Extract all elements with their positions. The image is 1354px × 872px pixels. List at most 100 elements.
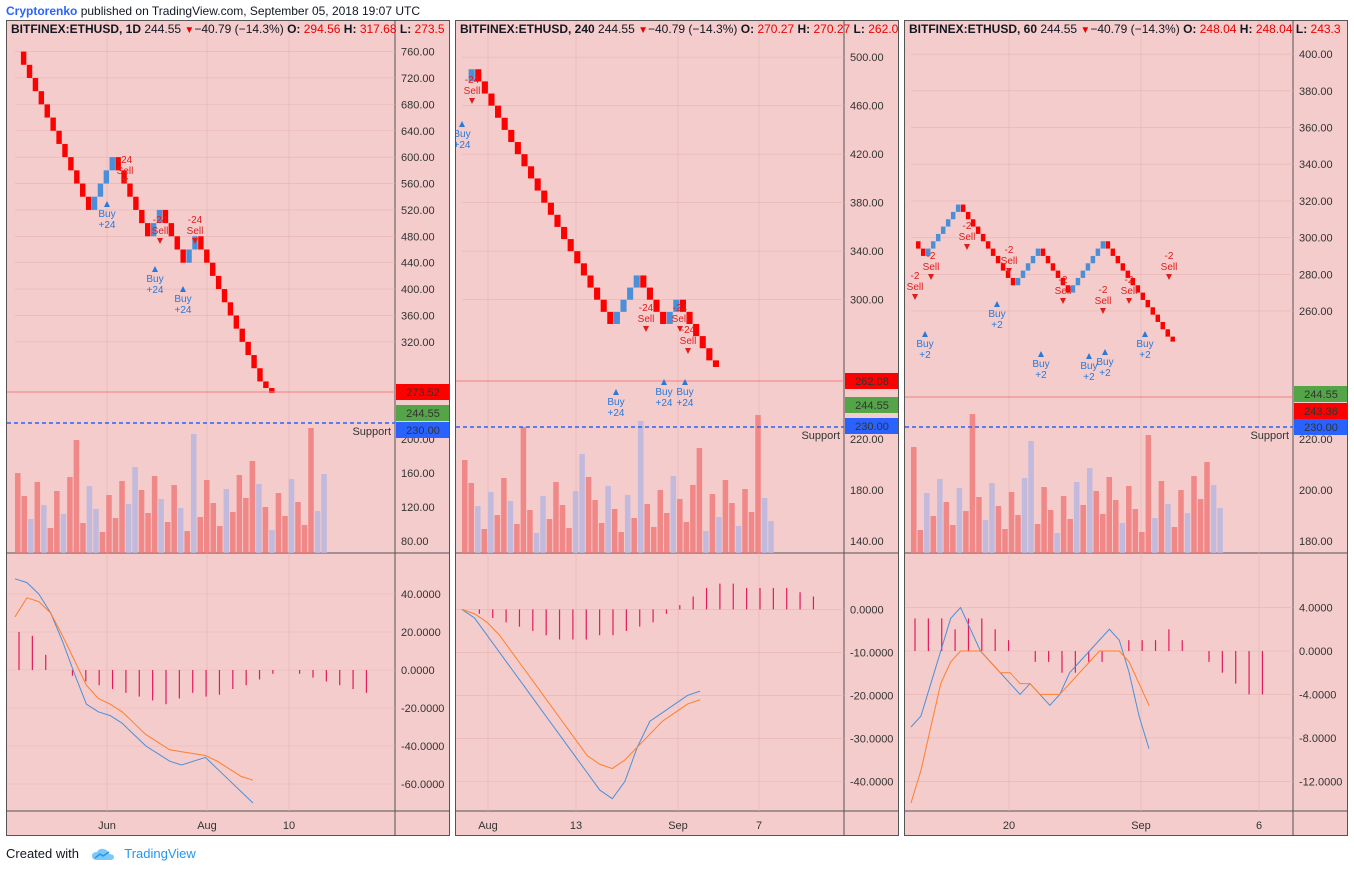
renko-brick-down [44, 104, 50, 118]
price-tick-label: 480.00 [401, 231, 435, 243]
buy-arrow-icon [1142, 331, 1148, 337]
renko-brick-down [1170, 336, 1175, 342]
chart-panel-60[interactable]: BITFINEX:ETHUSD, 60 244.55 ▼−40.79 (−14.… [904, 20, 1348, 836]
price-tag-label: 230.00 [855, 421, 889, 433]
chart-panel-240[interactable]: BITFINEX:ETHUSD, 240 244.55 ▼−40.79 (−14… [455, 20, 899, 836]
volume-bar [644, 504, 650, 553]
renko-brick-down [501, 117, 508, 130]
volume-bar [501, 478, 507, 553]
signal-label: Sell [672, 314, 689, 325]
volume-bar [151, 476, 158, 553]
renko-brick-down [20, 51, 27, 65]
renko-brick-down [215, 275, 222, 290]
renko-brick-down [210, 262, 216, 276]
volume-bar [223, 489, 230, 553]
volume-bar [321, 474, 327, 553]
signal-label: Buy [655, 387, 672, 398]
macd-line [461, 609, 701, 800]
volume-bar [1067, 519, 1073, 553]
signal-qty: -24 [188, 215, 203, 226]
signal-label: Buy [174, 294, 191, 305]
volume-tick-label: 180.00 [1299, 536, 1333, 548]
renko-brick-down [481, 81, 488, 94]
sell-arrow-icon [1126, 298, 1132, 304]
renko-brick-up [103, 170, 110, 184]
author-link[interactable]: Cryptorenko [6, 4, 78, 18]
open-label: O: [740, 22, 755, 36]
symbol-name: BITFINEX:ETHUSD, 240 [460, 22, 595, 36]
volume-bar [1139, 532, 1145, 553]
chart-panel-1d[interactable]: BITFINEX:ETHUSD, 1D 244.55 ▼−40.79 (−14.… [6, 20, 450, 836]
signal-qty: +24 [175, 305, 192, 316]
renko-brick-up [1095, 248, 1101, 256]
volume-bar [60, 514, 67, 553]
renko-brick-down [139, 209, 145, 224]
renko-brick-down [561, 226, 568, 240]
low-value: 262.0 [868, 22, 899, 36]
down-arrow-icon: ▼ [638, 25, 648, 36]
sell-arrow-icon [1060, 298, 1066, 304]
volume-bar [527, 510, 533, 553]
signal-label: Buy [916, 339, 933, 350]
buy-signal: Buy+24 [456, 121, 471, 151]
buy-signal: Buy+2 [1080, 353, 1098, 383]
buy-signal: Buy+24 [676, 379, 694, 409]
volume-bar [1132, 509, 1139, 553]
buy-arrow-icon [1086, 353, 1092, 359]
volume-bar [1002, 529, 1008, 553]
down-arrow-icon: ▼ [1080, 25, 1091, 36]
volume-bar [768, 521, 774, 553]
volume-bar [73, 440, 80, 553]
open-label: O: [287, 22, 301, 36]
symbol-name: BITFINEX:ETHUSD, 60 [909, 22, 1038, 36]
renko-brick-up [1080, 270, 1086, 278]
volume-bar [1073, 482, 1080, 553]
renko-brick-up [1070, 285, 1076, 293]
renko-brick-down [600, 299, 607, 312]
volume-bar [911, 447, 917, 553]
renko-brick-down [554, 214, 561, 227]
renko-brick-down [1005, 270, 1011, 278]
tradingview-logo-icon [91, 848, 114, 860]
renko-brick-down [541, 190, 548, 203]
volume-bar [566, 528, 572, 553]
last-price: 244.55 [144, 22, 182, 36]
renko-brick-down [960, 204, 966, 212]
renko-brick-down [1160, 321, 1166, 330]
volume-bar [631, 518, 637, 553]
volume-bar [488, 492, 494, 553]
volume-bar [696, 448, 703, 553]
signal-label: Sell [923, 262, 940, 273]
renko-brick-up [945, 219, 951, 227]
renko-brick-up [620, 299, 627, 312]
renko-brick-down [1115, 255, 1121, 264]
price-tick-label: 600.00 [401, 152, 435, 164]
sell-arrow-icon [677, 326, 683, 332]
volume-bar [204, 480, 210, 553]
renko-brick-down [915, 241, 921, 249]
volume-bar [269, 530, 275, 553]
volume-bar [256, 484, 262, 553]
time-tick-label: Aug [478, 820, 498, 832]
signal-qty: +2 [919, 350, 931, 361]
price-tick-label: 320.00 [1299, 196, 1333, 208]
volume-bar [249, 461, 256, 553]
signal-qty: -24 [153, 215, 168, 226]
volume-bar [611, 509, 618, 553]
renko-brick-up [186, 249, 192, 263]
chart-canvas: 500.00 460.00 420.00 380.00 340.00 300.00 220.… [456, 21, 898, 835]
macd-tick-label: -60.0000 [401, 779, 444, 791]
signal-label: Buy [1032, 359, 1049, 370]
tradingview-link[interactable]: TradingView [124, 846, 196, 861]
high-value: 317.68 [359, 22, 397, 36]
macd-tick-label: 20.0000 [401, 627, 441, 639]
high-label: H: [343, 22, 357, 36]
volume-bar [579, 454, 585, 553]
footer: Created with TradingView [6, 846, 196, 862]
renko-brick-down [1165, 329, 1171, 337]
macd-tick-label: -4.0000 [1299, 689, 1336, 701]
volume-tick-label: 220.00 [1299, 434, 1333, 446]
